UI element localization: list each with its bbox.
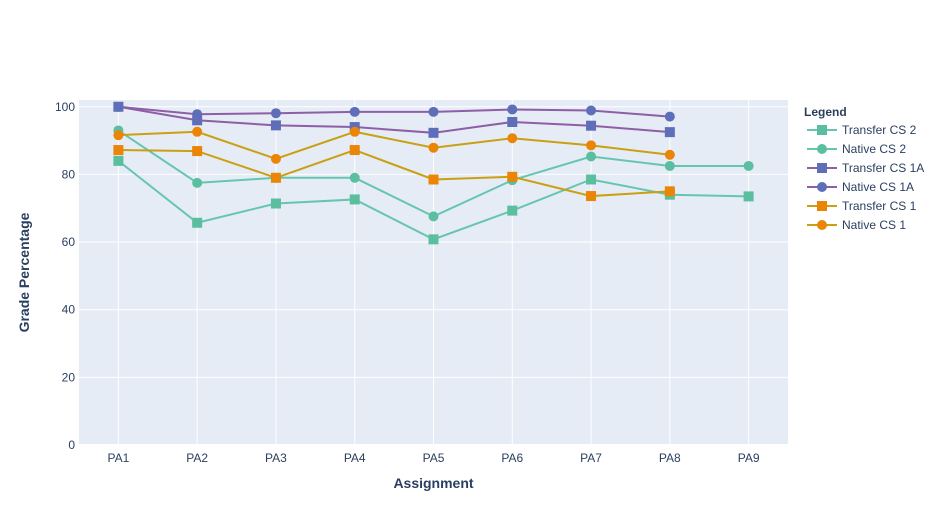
legend-swatch-marker <box>817 201 827 211</box>
legend-swatch-marker <box>817 182 827 192</box>
x-tick-label: PA2 <box>186 451 208 465</box>
data-point-native-cs-2[interactable] <box>664 160 675 171</box>
data-point-native-cs-1[interactable] <box>428 142 439 153</box>
data-point-native-cs-2[interactable] <box>586 151 597 162</box>
data-point-native-cs-1[interactable] <box>586 140 597 151</box>
legend-item-transfer-cs-1a[interactable]: Transfer CS 1A <box>807 161 924 175</box>
x-axis-title: Assignment <box>393 475 473 491</box>
x-tick-label: PA4 <box>344 451 366 465</box>
data-point-native-cs-1[interactable] <box>507 133 518 144</box>
data-point-transfer-cs-1[interactable] <box>270 172 281 183</box>
data-point-native-cs-1a[interactable] <box>428 106 439 117</box>
data-point-transfer-cs-2[interactable] <box>507 205 518 216</box>
legend-title: Legend <box>804 105 847 119</box>
data-point-transfer-cs-2[interactable] <box>349 194 360 205</box>
data-point-native-cs-1a[interactable] <box>270 108 281 119</box>
data-point-transfer-cs-1[interactable] <box>664 186 675 197</box>
legend-label: Transfer CS 1A <box>842 161 924 175</box>
data-point-transfer-cs-1a[interactable] <box>586 120 597 131</box>
x-tick-label: PA3 <box>265 451 287 465</box>
series-line-native-cs-1a <box>118 105 670 118</box>
data-point-transfer-cs-2[interactable] <box>428 234 439 245</box>
data-point-transfer-cs-2[interactable] <box>270 198 281 209</box>
data-point-native-cs-1[interactable] <box>192 126 203 137</box>
data-point-transfer-cs-1[interactable] <box>586 191 597 202</box>
x-tick-label: PA9 <box>738 451 760 465</box>
data-point-transfer-cs-1[interactable] <box>428 174 439 185</box>
y-axis-title: Grade Percentage <box>16 212 32 332</box>
data-point-native-cs-2[interactable] <box>743 160 754 171</box>
series-lines <box>117 105 749 241</box>
legend-items[interactable]: Transfer CS 2 Native CS 2 Transfer CS 1A Na… <box>807 123 924 232</box>
x-axis-ticks: PA1 PA2 PA3 PA4 PA5 PA6 PA7 PA8 PA9 <box>107 451 759 465</box>
y-tick-label: 80 <box>62 167 76 181</box>
data-point-native-cs-1a[interactable] <box>113 101 124 112</box>
data-point-native-cs-1a[interactable] <box>192 109 203 120</box>
data-point-transfer-cs-2[interactable] <box>113 155 124 166</box>
data-point-native-cs-1a[interactable] <box>349 106 360 117</box>
legend-item-transfer-cs-2[interactable]: Transfer CS 2 <box>807 123 917 137</box>
data-point-transfer-cs-1a[interactable] <box>192 115 203 126</box>
legend-item-native-cs-1[interactable]: Native CS 1 <box>807 218 906 232</box>
x-tick-label: PA7 <box>580 451 602 465</box>
series-line-transfer-cs-1a <box>118 105 670 134</box>
data-point-native-cs-2[interactable] <box>349 172 360 183</box>
data-point-transfer-cs-1a[interactable] <box>270 120 281 131</box>
data-point-native-cs-2[interactable] <box>192 177 203 188</box>
legend-label: Native CS 1 <box>842 218 906 232</box>
legend-swatch-marker <box>817 163 827 173</box>
data-point-native-cs-1a[interactable] <box>586 105 597 116</box>
data-point-native-cs-1[interactable] <box>664 149 675 160</box>
legend-label: Native CS 1A <box>842 180 914 194</box>
data-point-native-cs-1[interactable] <box>270 153 281 164</box>
data-point-native-cs-1[interactable] <box>113 130 124 141</box>
y-tick-label: 100 <box>55 100 75 114</box>
legend-item-native-cs-1a[interactable]: Native CS 1A <box>807 180 914 194</box>
data-point-native-cs-2[interactable] <box>428 211 439 222</box>
data-point-native-cs-1a[interactable] <box>507 104 518 115</box>
data-point-transfer-cs-1[interactable] <box>192 146 203 157</box>
x-tick-label: PA8 <box>659 451 681 465</box>
legend-swatch-marker <box>817 220 827 230</box>
legend-item-transfer-cs-1[interactable]: Transfer CS 1 <box>807 199 917 213</box>
series-markers <box>113 101 754 245</box>
data-point-transfer-cs-2[interactable] <box>586 174 597 185</box>
x-tick-label: PA5 <box>423 451 445 465</box>
data-point-transfer-cs-2[interactable] <box>192 217 203 228</box>
series-line-native-cs-1 <box>118 130 670 160</box>
y-tick-label: 20 <box>62 370 76 384</box>
legend-label: Transfer CS 1 <box>842 199 917 213</box>
data-point-transfer-cs-1[interactable] <box>349 145 360 156</box>
y-axis-ticks: 0 20 40 60 80 100 <box>55 100 75 452</box>
y-tick-label: 60 <box>62 235 76 249</box>
legend-item-native-cs-2[interactable]: Native CS 2 <box>807 142 906 156</box>
legend-label: Native CS 2 <box>842 142 906 156</box>
data-point-transfer-cs-1a[interactable] <box>507 116 518 127</box>
legend-swatch-marker <box>817 144 827 154</box>
x-tick-label: PA6 <box>501 451 523 465</box>
data-point-transfer-cs-1a[interactable] <box>664 127 675 138</box>
x-tick-label: PA1 <box>107 451 129 465</box>
y-tick-label: 0 <box>68 438 75 452</box>
data-point-native-cs-1a[interactable] <box>664 111 675 122</box>
data-point-transfer-cs-1[interactable] <box>113 145 124 156</box>
data-point-native-cs-1[interactable] <box>349 126 360 137</box>
legend-label: Transfer CS 2 <box>842 123 917 137</box>
data-point-transfer-cs-2[interactable] <box>743 191 754 202</box>
data-point-transfer-cs-1[interactable] <box>507 171 518 182</box>
y-tick-label: 40 <box>62 303 76 317</box>
series-line-transfer-cs-1 <box>118 148 670 198</box>
legend-swatch-marker <box>817 125 827 135</box>
data-point-transfer-cs-1a[interactable] <box>428 127 439 138</box>
